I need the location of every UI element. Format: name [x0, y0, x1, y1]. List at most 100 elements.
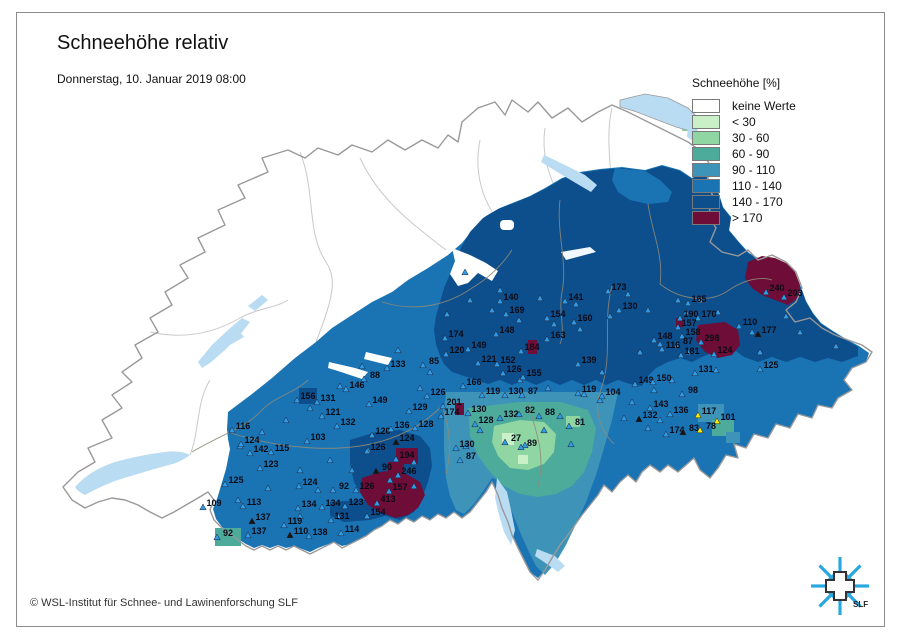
- station-marker: [561, 297, 569, 305]
- station-marker: [713, 417, 721, 425]
- station-marker: [748, 328, 756, 336]
- station-marker: [502, 310, 510, 318]
- station-marker: [341, 502, 349, 510]
- legend-swatch: [692, 179, 720, 193]
- station-marker: [606, 312, 614, 320]
- station-marker: [318, 503, 326, 511]
- legend-label: 90 - 110: [732, 163, 776, 177]
- station-value: 131: [698, 364, 713, 374]
- station-marker: [336, 382, 344, 390]
- legend-item: < 30: [692, 114, 872, 130]
- station-value: 126: [370, 442, 385, 452]
- station-value: 87: [528, 386, 538, 396]
- station-value: 173: [611, 282, 626, 292]
- station-marker: [636, 348, 644, 356]
- station-marker: [383, 364, 391, 372]
- cell-gt170: [528, 340, 537, 354]
- station-marker: [796, 328, 804, 336]
- cell-gt170: [676, 318, 683, 327]
- station-marker: [691, 369, 699, 377]
- snowflake-icon: SLF: [811, 557, 869, 615]
- slf-logo-text: SLF: [853, 600, 868, 609]
- station-value: 128: [418, 419, 433, 429]
- station-marker: [650, 386, 658, 394]
- station-marker: [666, 410, 674, 418]
- station-marker: [471, 420, 479, 428]
- station-marker: [735, 322, 743, 330]
- station-value: 163: [550, 330, 565, 340]
- station-value: 103: [310, 432, 325, 442]
- station-marker: [282, 416, 290, 424]
- station-marker: [363, 512, 371, 520]
- station-marker: [517, 443, 525, 451]
- station-marker: [386, 476, 394, 484]
- station-marker: [676, 314, 684, 322]
- legend: Schneehöhe [%] keine Werte < 30 30 - 60 60 …: [692, 76, 872, 226]
- station-value: 136: [673, 405, 688, 415]
- station-value: 120: [449, 345, 464, 355]
- station-value: 125: [763, 360, 778, 370]
- station-value: 98: [688, 385, 698, 395]
- cell-dark: [299, 388, 317, 404]
- station-marker: [644, 424, 652, 432]
- station-value: 181: [684, 346, 699, 356]
- station-value: 156: [300, 391, 315, 401]
- station-marker: [365, 400, 373, 408]
- stations-layer: 140 169 141 173 130 154 160 148 163 174 120 149 184 1…: [199, 268, 840, 541]
- station-value: 90: [382, 462, 392, 472]
- station-value: 115: [275, 443, 290, 453]
- station-marker: [756, 365, 764, 373]
- station-marker: [780, 293, 788, 301]
- station-marker: [459, 382, 467, 390]
- station-marker: [540, 426, 548, 434]
- station-marker: [656, 340, 664, 348]
- station-marker: [394, 471, 402, 479]
- station-marker: [536, 294, 544, 302]
- station-marker: [678, 390, 686, 398]
- station-marker: [464, 345, 472, 353]
- station-marker: [615, 306, 623, 314]
- station-marker: [373, 499, 381, 507]
- legend-item: keine Werte: [692, 98, 872, 114]
- station-marker: [712, 366, 720, 374]
- station-marker: [327, 516, 335, 524]
- station-marker: [649, 378, 657, 386]
- station-value: 124: [244, 435, 259, 445]
- station-marker: [441, 334, 449, 342]
- station-value: 152: [500, 355, 515, 365]
- station-marker: [296, 466, 304, 474]
- legend-swatch: [692, 147, 720, 161]
- station-value: 154: [370, 507, 385, 517]
- station-value: 154: [550, 309, 565, 319]
- station-value: 160: [577, 313, 592, 323]
- date-label: Donnerstag, 10. Januar 2019 08:00: [57, 72, 246, 86]
- cell-se-light: [726, 432, 740, 443]
- legend-swatch: [692, 195, 720, 209]
- legend-label: 140 - 170: [732, 195, 783, 209]
- station-value: 148: [499, 325, 514, 335]
- lake-walensee: [561, 247, 596, 260]
- station-marker: [405, 407, 413, 415]
- station-value: 85: [429, 356, 439, 366]
- station-marker: [679, 428, 687, 436]
- station-value: 110: [743, 317, 758, 327]
- station-marker: [518, 391, 526, 399]
- station-marker: [754, 330, 762, 338]
- station-marker: [620, 414, 628, 422]
- station-marker: [387, 425, 395, 433]
- station-marker: [696, 426, 704, 434]
- station-marker: [478, 391, 486, 399]
- legend-item: 90 - 110: [692, 162, 872, 178]
- lake-neuchatel: [198, 318, 250, 368]
- station-value: 134: [301, 499, 316, 509]
- station-marker: [348, 466, 356, 474]
- station-value: 203: [787, 288, 802, 298]
- station-value: 123: [348, 497, 363, 507]
- legend-label: < 30: [732, 115, 756, 129]
- station-value: 92: [339, 481, 349, 491]
- station-marker: [464, 409, 472, 417]
- station-marker: [521, 441, 529, 449]
- station-value: 126: [506, 364, 521, 374]
- station-value: 298: [704, 333, 719, 343]
- legend-item: 60 - 90: [692, 146, 872, 162]
